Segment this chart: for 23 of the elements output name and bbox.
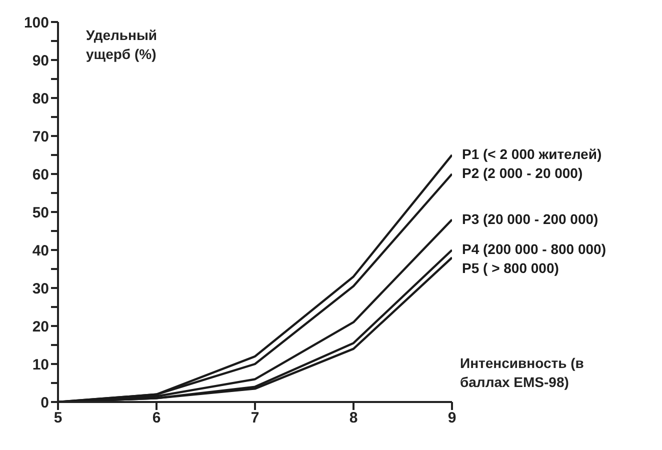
y-tick-label: 20	[32, 318, 49, 336]
x-tick-label: 6	[152, 410, 161, 427]
series-label: P3 (20 000 - 200 000)	[462, 210, 598, 229]
series-label: P2 (2 000 - 20 000)	[462, 164, 583, 183]
y-tick-label: 30	[32, 280, 49, 298]
x-tick-label: 9	[448, 410, 456, 427]
y-tick-label: 70	[32, 128, 49, 146]
y-axis-title: Удельный ущерб (%)	[86, 26, 158, 64]
y-tick-label: 0	[40, 394, 49, 412]
y-tick-label: 80	[32, 90, 49, 108]
y-tick-label: 60	[32, 166, 49, 184]
x-tick-label: 5	[54, 410, 62, 427]
y-tick-label: 90	[32, 52, 49, 70]
y-tick-label: 50	[32, 204, 49, 222]
x-tick-label: 7	[250, 410, 260, 427]
series-label: P4 (200 000 - 800 000)	[462, 240, 606, 259]
series-label: P1 (< 2 000 жителей)	[462, 145, 602, 164]
series-label: P5 ( > 800 000)	[462, 259, 559, 278]
x-axis-title: Интенсивность (в баллах EMS-98)	[460, 354, 585, 392]
y-tick-label: 10	[32, 356, 49, 374]
y-tick-label: 40	[32, 242, 49, 260]
x-tick-label: 8	[349, 410, 358, 427]
y-tick-label: 100	[24, 14, 49, 32]
